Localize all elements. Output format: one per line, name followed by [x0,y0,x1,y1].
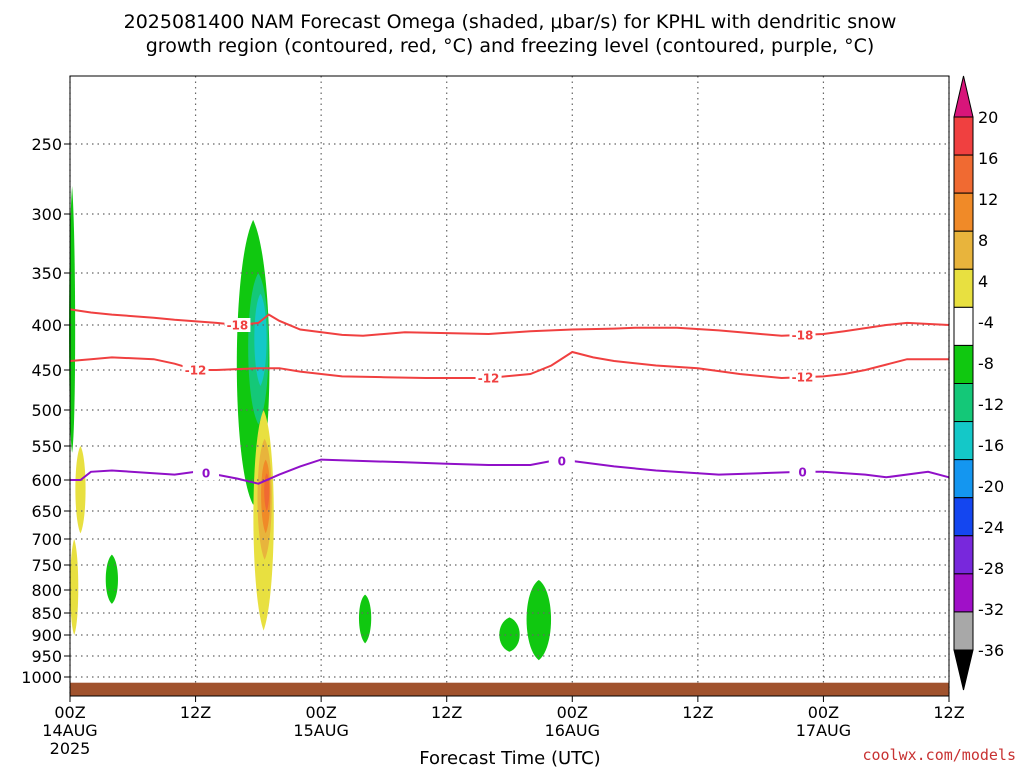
omega-shading-layer [69,186,552,661]
colorbar-box-8 [953,421,974,461]
y-tick-label-300: 300 [31,205,62,224]
chart-title-line2: growth region (contoured, red, °C) and f… [146,35,875,57]
colorbar-box-12 [953,573,974,613]
y-tick-label-550: 550 [31,437,62,456]
contour-label-bg-2-1 [548,453,575,468]
x-tick-label-0: 00Z [54,703,85,722]
terrain-layer [70,682,949,696]
colorbar-box-11 [953,535,974,575]
contour-label-bg-1-0 [182,363,209,377]
contour-label-0-1: -18 [792,328,814,342]
contour-label-2-0: 0 [202,467,210,481]
x-tick-label-5: 12Z [682,703,713,722]
colorbar-label-8: -16 [978,436,1004,455]
chart-title-line1: 2025081400 NAM Forecast Omega (shaded, μ… [124,11,897,33]
terrain-fill [70,682,949,696]
y-tick-label-850: 850 [31,604,62,623]
x-tick-label-1: 12Z [180,703,211,722]
grid-lines [69,76,950,696]
y-tick-label-350: 350 [31,264,62,283]
colorbar-triangle-bottom [953,649,974,691]
omega-blob-3 [105,554,118,604]
credit-text: coolwx.com/models [862,746,1016,764]
colorbar-label-6: -8 [978,354,994,373]
x-tick-date-0: 14AUG [42,721,97,740]
contour-label-2-2: 0 [798,465,806,479]
colorbar-label-5: -4 [978,313,994,332]
colorbar-label-1: 16 [978,149,998,168]
contour-label-1-2: -12 [792,371,814,385]
colorbar-label-4: 4 [978,272,988,291]
omega-blob-11 [358,594,372,644]
x-tick-date-6: 17AUG [796,721,851,740]
contour-layer: -18 -18 -12 -12 -12 0 0 0 [69,308,950,485]
colorbar-box-9 [953,459,974,499]
x-tick-label-2: 00Z [305,703,336,722]
y-tick-label-600: 600 [31,471,62,490]
colorbar-box-1 [953,154,974,194]
colorbar-label-12: -32 [978,600,1004,619]
contour-label-bg-0-1 [789,327,816,342]
colorbar-label-10: -24 [978,518,1004,537]
plot-frame [69,75,950,697]
x-tick-label-4: 00Z [557,703,588,722]
colorbar-box-6 [953,344,974,384]
x-tick-label-7: 12Z [933,703,964,722]
y-tick-label-450: 450 [31,361,62,380]
omega-blob-1 [75,446,86,534]
contour-label-bg-1-2 [789,370,816,385]
y-tick-label-1000: 1000 [21,668,62,687]
y-axis: 250 300 350 400 450 500 550 600 650 700 750 800 850 9… [21,135,70,687]
colorbar-box-2 [953,192,974,232]
plot-background [70,76,949,696]
colorbar-label-2: 12 [978,190,998,209]
colorbar-label-0: 20 [978,108,998,127]
colorbar-box-5 [953,306,974,346]
y-tick-label-900: 900 [31,626,62,645]
y-tick-label-700: 700 [31,530,62,549]
contour-label-bg-2-0 [193,466,220,481]
colorbar: 20 16 12 8 4 -4 -8 -12 -16 -20 -24 -28 -32 -36 [953,75,1004,691]
colorbar-box-13 [953,611,974,651]
colorbar-box-4 [953,268,974,308]
colorbar-box-7 [953,383,974,423]
colorbar-box-0 [953,116,974,156]
contour-label-1-1: -12 [478,372,500,386]
x-tick-label-3: 12Z [431,703,462,722]
y-tick-label-650: 650 [31,502,62,521]
y-tick-label-500: 500 [31,401,62,420]
contour-label-0-0: -18 [227,319,249,333]
colorbar-box-3 [953,230,974,270]
colorbar-label-11: -28 [978,559,1004,578]
colorbar-triangle-top [953,75,974,118]
omega-blob-13 [526,580,552,661]
y-tick-label-250: 250 [31,135,62,154]
contour-label-1-0: -12 [185,364,207,378]
x-axis-label: Forecast Time (UTC) [419,748,600,768]
colorbar-label-9: -20 [978,477,1004,496]
x-tick-date-4: 16AUG [545,721,600,740]
y-tick-label-800: 800 [31,581,62,600]
contour-label-bg-2-2 [789,464,816,479]
colorbar-box-10 [953,497,974,537]
omega-blob-12 [499,617,520,652]
x-tick-label-6: 00Z [808,703,839,722]
x-tick-year-0: 2025 [50,739,91,758]
contour-label-bg-1-1 [475,371,502,385]
colorbar-label-3: 8 [978,231,988,250]
y-tick-label-400: 400 [31,316,62,335]
y-tick-label-950: 950 [31,647,62,666]
contour-label-bg-0-0 [224,318,251,332]
contour-label-2-1: 0 [558,454,566,468]
x-tick-date-2: 15AUG [293,721,348,740]
omega-blob-6 [254,293,267,386]
colorbar-label-7: -12 [978,395,1004,414]
y-tick-label-750: 750 [31,556,62,575]
colorbar-label-13: -36 [978,641,1004,660]
omega-blob-10 [264,473,270,511]
omega-blob-2 [70,539,79,635]
